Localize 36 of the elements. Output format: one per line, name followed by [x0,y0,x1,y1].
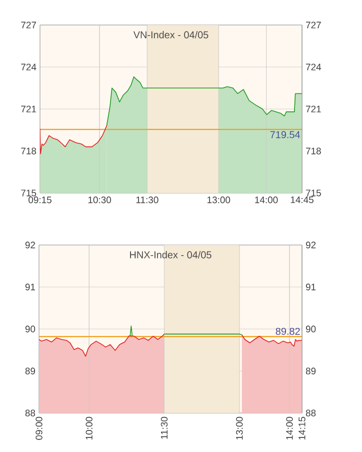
y-tick-label: 88 [25,410,36,416]
x-tick-label: 13:00 [208,196,230,204]
y2-tick-label: 718 [306,148,321,154]
x-tick-label: 13:00 [236,416,243,440]
x-tick-label: 09:15 [28,196,52,204]
y-tick-label: 89 [25,368,36,374]
x-tick-label: 14:45 [290,196,314,204]
x-tick-label: 14:15 [298,416,306,440]
x-tick-label: 14:00 [255,196,278,204]
chart-title: HNX-Index - 04/05 [130,251,212,258]
y-tick-label: 727 [21,22,36,28]
y2-tick-label: 92 [306,242,316,248]
y-tick-label: 90 [25,326,36,332]
x-tick-label: 09:00 [36,416,42,440]
y-tick-label: 91 [25,284,36,290]
y-tick-label: 718 [21,148,36,154]
y2-tick-label: 724 [306,64,322,70]
y-tick-label: 92 [25,242,36,248]
ref-line-label: 719.54 [270,131,300,138]
ref-line-label: 89.82 [276,328,300,335]
chart-title: VN-Index - 04/05 [133,31,208,38]
y2-tick-label: 715 [306,190,321,196]
x-tick-label: 10:30 [88,196,112,204]
y-tick-label: 721 [21,106,36,112]
y2-tick-label: 721 [306,106,321,112]
x-tick-label: 11:30 [160,416,168,439]
y-tick-label: 724 [21,64,36,70]
y2-tick-label: 727 [306,22,321,28]
y2-tick-label: 88 [306,410,316,416]
y-tick-label: 715 [21,190,36,196]
y2-tick-label: 91 [306,284,316,290]
y2-tick-label: 89 [306,368,316,374]
y2-tick-label: 90 [306,326,316,332]
x-tick-label: 14:00 [286,416,293,440]
x-tick-label: 11:30 [136,196,158,204]
x-tick-label: 10:00 [86,416,92,440]
